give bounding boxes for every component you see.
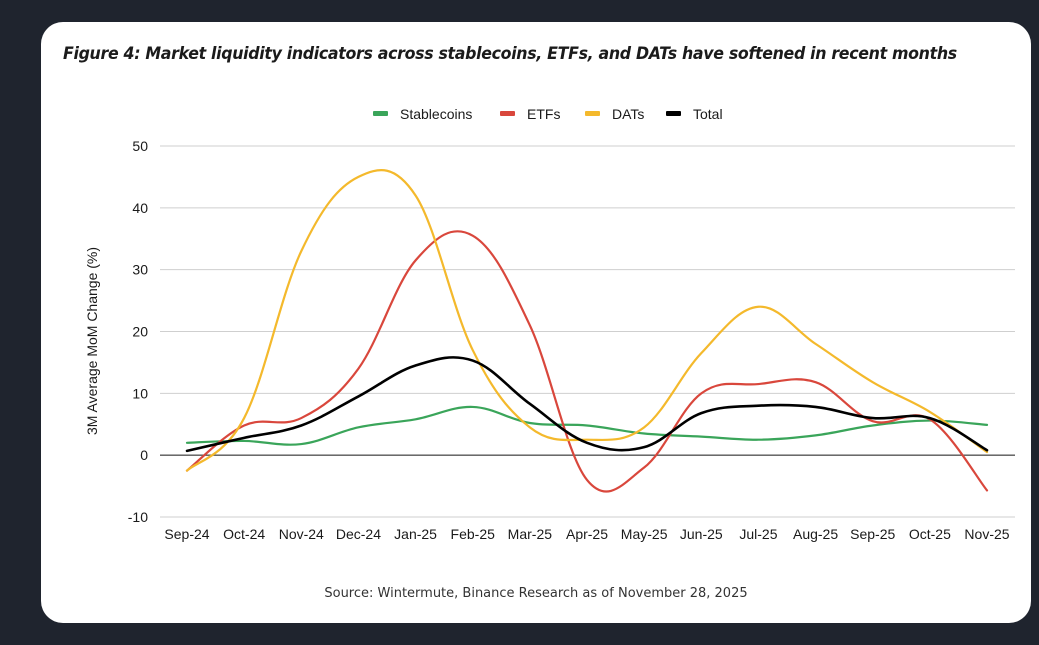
legend-item-total: Total <box>666 106 723 122</box>
x-tick-label: Oct-24 <box>223 526 265 542</box>
y-tick-label: 0 <box>140 447 148 463</box>
x-tick-label: Nov-25 <box>964 526 1009 542</box>
x-tick-label: May-25 <box>621 526 668 542</box>
x-tick-label: Feb-25 <box>451 526 496 542</box>
legend-swatch <box>585 111 600 116</box>
legend-item-dats: DATs <box>585 106 644 122</box>
y-tick-label: -10 <box>128 509 148 525</box>
x-tick-label: Mar-25 <box>508 526 553 542</box>
legend-label: Stablecoins <box>400 106 472 122</box>
y-axis-label: 3M Average MoM Change (%) <box>84 247 100 435</box>
series-line-total <box>185 356 989 453</box>
x-tick-label: Sep-24 <box>164 526 209 542</box>
legend-label: ETFs <box>527 106 560 122</box>
x-tick-label: Nov-24 <box>279 526 324 542</box>
y-axis-ticks: -10 0 10 20 30 40 50 <box>128 138 148 525</box>
y-tick-label: 10 <box>132 385 148 401</box>
series-line-etfs <box>185 230 989 493</box>
series-line-stablecoins <box>185 405 989 446</box>
legend-swatch <box>666 111 681 116</box>
x-tick-label: Dec-24 <box>336 526 381 542</box>
x-tick-label: Jan-25 <box>394 526 437 542</box>
figure-source: Source: Wintermute, Binance Research as … <box>324 586 748 601</box>
legend-label: DATs <box>612 106 644 122</box>
series-lines <box>185 169 989 493</box>
figure-card: Figure 4: Market liquidity indicators ac… <box>41 22 1031 623</box>
x-axis-ticks: Sep-24 Oct-24 Nov-24 Dec-24 Jan-25 Feb-25 Mar-… <box>164 526 1009 542</box>
y-tick-label: 30 <box>132 262 148 278</box>
legend-label: Total <box>693 106 723 122</box>
gridlines <box>160 145 1015 518</box>
figure-title: Figure 4: Market liquidity indicators ac… <box>63 44 957 64</box>
y-tick-label: 20 <box>132 324 148 340</box>
x-tick-label: Jun-25 <box>680 526 723 542</box>
legend: Stablecoins ETFs DATs Total <box>373 106 723 122</box>
legend-item-etfs: ETFs <box>500 106 560 122</box>
y-tick-label: 40 <box>132 200 148 216</box>
legend-swatch <box>500 111 515 116</box>
x-tick-label: Apr-25 <box>566 526 608 542</box>
y-tick-label: 50 <box>132 138 148 154</box>
x-tick-label: Oct-25 <box>909 526 951 542</box>
legend-swatch <box>373 111 388 116</box>
series-line-dats <box>185 169 989 472</box>
x-tick-label: Aug-25 <box>793 526 838 542</box>
x-tick-label: Sep-25 <box>850 526 895 542</box>
legend-item-stablecoins: Stablecoins <box>373 106 472 122</box>
x-tick-label: Jul-25 <box>739 526 777 542</box>
